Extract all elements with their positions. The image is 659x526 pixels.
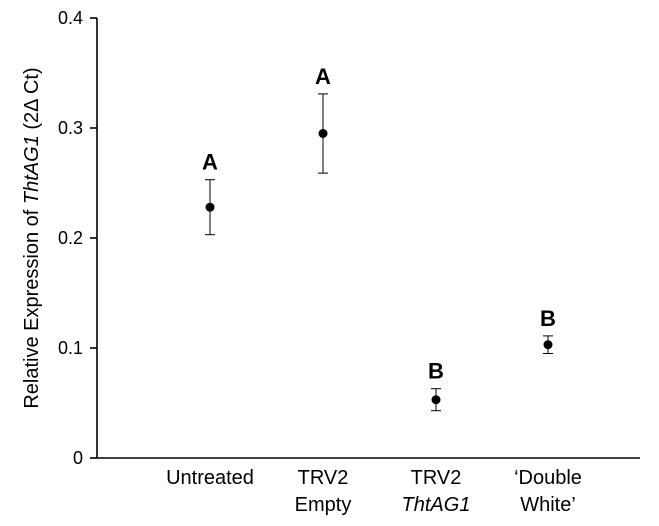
x-category-label-part: White’: [520, 494, 576, 516]
x-category-label-part: Untreated: [166, 467, 254, 489]
significance-label: A: [202, 150, 218, 175]
y-axis-label-part: Relative Expression of: [21, 204, 43, 409]
x-category-label: ‘Double: [514, 467, 582, 489]
x-category-label-part: Empty: [295, 494, 352, 516]
x-category-label: White’: [520, 494, 576, 516]
data-point: [543, 340, 553, 350]
significance-label: B: [540, 306, 556, 331]
y-axis-label-part: (2Δ Ct): [21, 67, 43, 135]
y-tick-label: 0.3: [58, 118, 83, 138]
x-category-labels: Untreated TRV2 Empty TRV2 ThtAG1 ‘Double White…: [166, 467, 582, 516]
data-point: [318, 129, 328, 138]
axes: [96, 18, 640, 459]
data-point: [205, 202, 215, 212]
x-category-label: Untreated: [166, 467, 254, 489]
x-category-label: ThtAG1: [402, 494, 471, 516]
x-category-label-part: ThtAG1: [402, 494, 471, 516]
y-tick-label: 0.1: [58, 338, 83, 358]
y-axis-label-text: Relative Expression of ThtAG1 (2Δ Ct): [21, 67, 43, 408]
y-axis-label-part: ThtAG1: [21, 135, 43, 204]
x-category-label: TRV2: [298, 467, 349, 489]
y-tick-label: 0: [73, 448, 83, 468]
y-tick-label: 0.4: [58, 8, 83, 28]
x-category-label: TRV2: [411, 467, 462, 489]
y-axis-label: Relative Expression of ThtAG1 (2Δ Ct): [21, 67, 43, 408]
x-category-label-part: TRV2: [411, 467, 462, 489]
data-point: [431, 395, 441, 405]
x-category-label-part: TRV2: [298, 467, 349, 489]
y-ticks: 0 0.1 0.2 0.3 0.4: [58, 8, 97, 468]
significance-label: A: [315, 64, 331, 89]
data-marks: A A B B: [202, 64, 556, 412]
y-tick-label: 0.2: [58, 228, 83, 248]
significance-label: B: [428, 359, 444, 384]
x-category-label-part: ‘Double: [514, 467, 582, 489]
x-category-label: Empty: [295, 494, 352, 516]
